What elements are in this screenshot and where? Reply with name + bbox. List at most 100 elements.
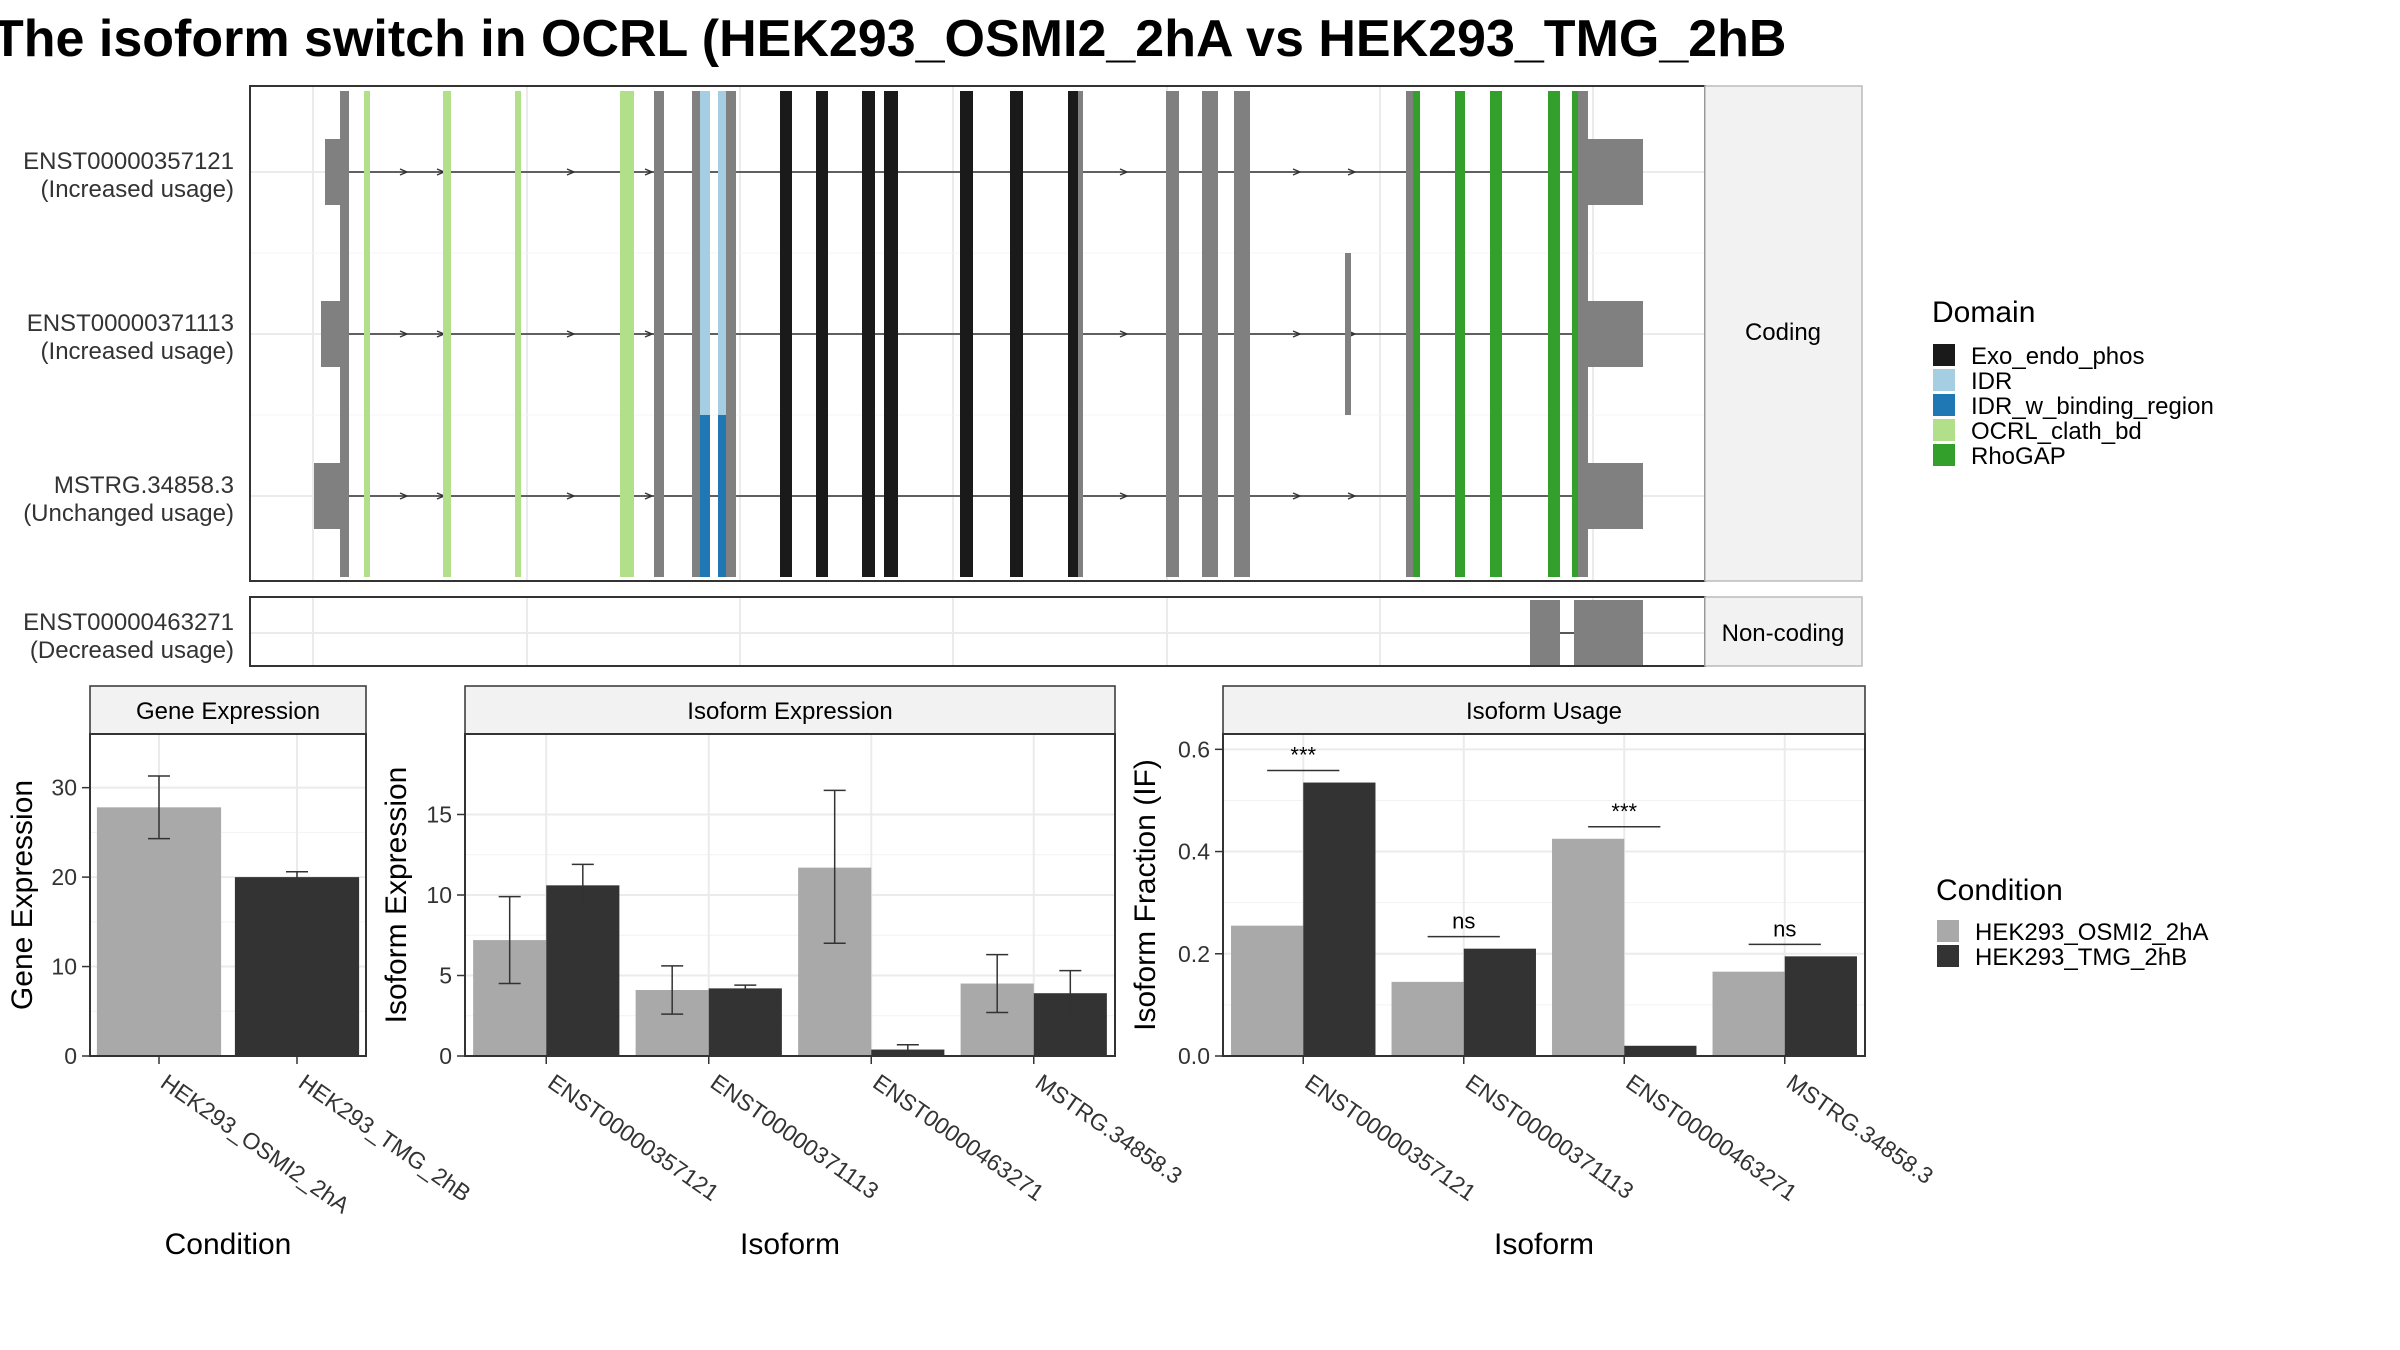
exon-exo-endo-phos [862,253,875,415]
strand-arrow [399,330,409,338]
exon-exo-endo-phos [816,253,828,415]
legend-swatch-hek293-osmi2-2ha [1937,920,1959,942]
bar-hek293-tmg-2hb [234,877,360,1056]
transcript-id-label: ENST00000371113 [27,310,234,337]
exon-plain-exon [1345,253,1351,415]
exon-ocrl-clath-bd [443,91,451,253]
exon-exo-endo-phos [960,415,973,577]
legend-swatch-idr [1933,369,1955,391]
legend-swatch-rhogap [1933,444,1955,466]
exon-exo-endo-phos [780,415,792,577]
exon-plain-exon [340,415,349,577]
exon-exo-endo-phos [1010,253,1023,415]
error-bar [1059,969,1082,1017]
exon-ocrl-clath-bd [515,253,521,415]
strand-arrow [1292,492,1302,500]
exon-ocrl-clath-bd [515,415,521,577]
exon-plain-exon [726,91,736,253]
exon-plain-exon [1578,91,1588,253]
exon-idr-w-binding-region [718,415,726,577]
y-tick-label: 10 [426,882,452,908]
y-tick-label: 0 [439,1043,452,1069]
exon-plain-exon [654,253,664,415]
legend-label-exo-endo-phos: Exo_endo_phos [1971,343,2144,370]
condition-legend-title: Condition [1936,874,2063,907]
exon-rhogap [1572,415,1578,577]
legend-label-idr: IDR [1971,368,2012,395]
strand-arrow [1119,168,1129,176]
exon-ocrl-clath-bd [443,253,451,415]
exon-exo-endo-phos [1068,253,1078,415]
panel-strip [464,685,1116,735]
exon-plain-exon [1202,415,1218,577]
exon-rhogap [1455,415,1465,577]
exon-rhogap [1490,253,1502,415]
utr-5-block [321,301,342,367]
domain-legend: Domain Exo_endo_phosIDRIDR_w_binding_reg… [1932,296,2214,470]
panel-strip [89,685,367,735]
strand-arrow [1347,492,1357,500]
exon-rhogap [1455,91,1465,253]
significance-label: *** [1611,799,1637,824]
plot-border [89,733,367,1057]
exon-plain-exon [340,253,349,415]
transcript-structure-panel: ENST00000357121(Increased usage)ENST0000… [23,85,1706,667]
exon-plain-exon [726,415,736,577]
strand-arrow [644,330,654,338]
transcript-track-mstrg-34858-3 [314,415,1643,577]
strand-arrow [644,168,654,176]
transcript-usage-label: (Decreased usage) [30,637,234,664]
legend-swatch-hek293-tmg-2hb [1937,945,1959,967]
exon-idr [718,91,726,253]
error-bar [823,789,846,945]
exon-idr [718,253,726,415]
error-bar [286,870,308,884]
bar-hek293-tmg-2hb-enst00000463271 [1624,1045,1697,1056]
y-tick-label: 0 [64,1043,77,1069]
exon-ocrl-clath-bd [364,91,370,253]
exon-plain-exon [340,91,349,253]
strand-arrow [1347,168,1357,176]
exon-plain-exon [1078,415,1083,577]
exon-plain-exon [654,415,664,577]
legend-label-hek293-tmg-2hb: HEK293_TMG_2hB [1975,944,2187,971]
exon-exo-endo-phos [884,415,898,577]
exon-idr [700,91,710,253]
exon-exo-endo-phos [780,253,792,415]
exon-plain-exon [1202,91,1218,253]
y-tick-label: 30 [51,775,77,801]
x-tick-label: MSTRG.34858.3 [1782,1069,1938,1189]
legend-swatch-ocrl-clath-bd [1933,419,1955,441]
x-tick-label: ENST00000357121 [1300,1069,1480,1206]
legend-swatch-idr-w-binding-region [1933,394,1955,416]
transcript-id-label: ENST00000463271 [23,609,234,636]
bar-hek293-tmg-2hb-enst00000371113 [708,988,782,1056]
exon-plain-exon [1234,415,1250,577]
isoform-usage-chart: Isoform Usage *** ns *** ns 0.0 0.2 0.4 0.6 ENST0… [1129,685,1938,1261]
exon-plain-exon [1166,253,1179,415]
strand-arrow [1119,330,1129,338]
noncoding-exon [1574,600,1643,666]
exon-rhogap [1413,415,1420,577]
exon-ocrl-clath-bd [620,415,634,577]
exon-plain-exon [726,253,736,415]
panel-title: Isoform Expression [687,698,892,725]
exon-ocrl-clath-bd [620,253,634,415]
legend-label-rhogap: RhoGAP [1971,443,2066,470]
transcript-usage-label: (Increased usage) [41,338,234,365]
x-tick-label: MSTRG.34858.3 [1031,1069,1187,1189]
exon-rhogap [1548,91,1560,253]
y-tick-label: 15 [426,802,452,828]
panel-title: Isoform Usage [1466,698,1622,725]
exon-exo-endo-phos [960,253,973,415]
exon-plain-exon [692,91,700,253]
error-bar [661,965,684,1015]
x-axis-title: Isoform [1494,1228,1594,1261]
utr-5-block [325,139,342,205]
plot-border [1222,733,1866,1057]
exon-plain-exon [1202,253,1218,415]
exon-rhogap [1490,415,1502,577]
exon-exo-endo-phos [884,91,898,253]
exon-exo-endo-phos [960,91,973,253]
